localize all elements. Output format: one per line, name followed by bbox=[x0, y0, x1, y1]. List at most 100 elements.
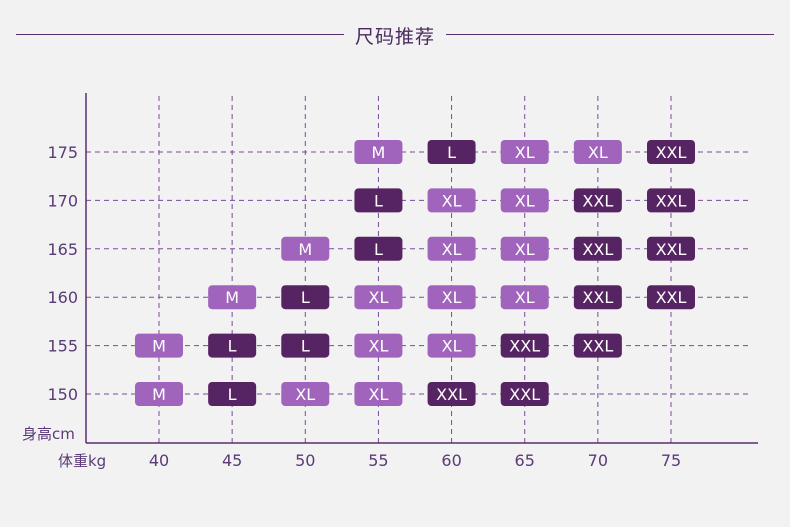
y-tick-label: 170 bbox=[47, 191, 78, 210]
size-cell-label: XL bbox=[295, 385, 315, 404]
size-cell-label: XL bbox=[515, 240, 535, 259]
size-cell: XL bbox=[427, 188, 476, 213]
size-cell: L bbox=[281, 285, 330, 310]
size-cell-label: M bbox=[298, 240, 312, 259]
size-cell-label: XXL bbox=[509, 337, 540, 356]
tick-labels: 40 45 50 55 60 65 70 75 175 170 165 160 155 150 bbox=[47, 143, 681, 470]
size-cell: XXL bbox=[500, 333, 549, 358]
size-cell-badge bbox=[573, 285, 622, 310]
size-cell: XL bbox=[427, 236, 476, 261]
size-cell: XL bbox=[427, 333, 476, 358]
size-cell-badge bbox=[573, 236, 622, 261]
size-cell-badge bbox=[208, 333, 257, 358]
size-cell: XL bbox=[500, 140, 549, 164]
x-axis-title: 体重kg bbox=[58, 452, 106, 470]
size-cell-badge bbox=[573, 140, 622, 164]
x-tick-label: 40 bbox=[149, 451, 169, 470]
size-cell-label: M bbox=[152, 385, 166, 404]
size-cell-badge bbox=[500, 140, 549, 164]
size-cell: L bbox=[208, 333, 257, 358]
size-cell-label: M bbox=[225, 288, 239, 307]
size-cell-badge bbox=[281, 382, 330, 406]
size-cell: XXL bbox=[573, 285, 622, 310]
header-divider-left bbox=[16, 34, 344, 35]
size-cell: XXL bbox=[573, 236, 622, 261]
size-cell: XL bbox=[573, 140, 622, 164]
size-cell-badge bbox=[427, 382, 476, 406]
size-cell-label: L bbox=[228, 337, 237, 356]
chart-title: 尺码推荐 bbox=[354, 26, 435, 48]
size-cell: XL bbox=[500, 236, 549, 261]
size-cell-badge bbox=[208, 285, 257, 310]
size-cell: XXL bbox=[427, 382, 476, 406]
x-tick-label: 65 bbox=[515, 451, 535, 470]
size-cell-badge bbox=[427, 236, 476, 261]
x-tick-label: 45 bbox=[222, 451, 242, 470]
size-cell: M bbox=[135, 382, 183, 406]
size-cell-label: XL bbox=[368, 288, 388, 307]
size-cell: XL bbox=[281, 382, 330, 406]
chart-header: 尺码推荐 bbox=[0, 18, 790, 54]
size-cell-label: XL bbox=[515, 288, 535, 307]
size-cell-badge bbox=[354, 236, 403, 261]
size-cell-badge bbox=[135, 333, 183, 358]
size-cell-badge bbox=[354, 188, 403, 213]
size-cell-badge bbox=[354, 333, 403, 358]
size-cell-label: L bbox=[374, 240, 383, 259]
size-cell: XXL bbox=[647, 285, 695, 310]
size-cell-badge bbox=[427, 140, 476, 164]
size-cell-label: XXL bbox=[656, 143, 687, 162]
size-cell-label: XL bbox=[442, 288, 462, 307]
x-tick-label: 75 bbox=[661, 451, 681, 470]
size-cell-badge bbox=[573, 188, 622, 213]
size-cell: XXL bbox=[647, 140, 695, 164]
size-cell-badge bbox=[354, 285, 403, 310]
y-axis-title: 身高cm bbox=[22, 425, 75, 443]
size-cell: XXL bbox=[500, 382, 549, 406]
size-cell-label: XL bbox=[368, 385, 388, 404]
y-tick-label: 165 bbox=[47, 240, 78, 259]
size-cell-label: L bbox=[301, 288, 310, 307]
size-cell-label: XL bbox=[442, 240, 462, 259]
size-cell-label: XXL bbox=[582, 191, 613, 210]
size-cell-badge bbox=[500, 285, 549, 310]
size-cells: M L XL XL XXL L XL XL XXL XXL M L XL XL XXL XXL M L XL XL XL… bbox=[135, 140, 695, 406]
size-cell-badge bbox=[427, 285, 476, 310]
size-cell-label: M bbox=[152, 337, 166, 356]
size-cell: L bbox=[208, 382, 257, 406]
size-cell: L bbox=[281, 333, 330, 358]
axes bbox=[85, 93, 758, 444]
size-cell-label: XXL bbox=[582, 288, 613, 307]
size-cell-label: XL bbox=[442, 191, 462, 210]
y-tick-label: 160 bbox=[47, 288, 78, 307]
x-tick-label: 60 bbox=[441, 451, 461, 470]
size-cell-label: XXL bbox=[582, 240, 613, 259]
size-cell: XL bbox=[500, 188, 549, 213]
size-cell: M bbox=[208, 285, 257, 310]
y-tick-label: 155 bbox=[47, 337, 78, 356]
size-cell-badge bbox=[500, 333, 549, 358]
size-cell: M bbox=[281, 236, 330, 261]
y-tick-label: 175 bbox=[47, 143, 78, 162]
size-cell-label: L bbox=[447, 143, 456, 162]
size-cell-badge bbox=[354, 382, 403, 406]
size-cell-badge bbox=[500, 236, 549, 261]
size-cell: XL bbox=[427, 285, 476, 310]
size-cell-label: XXL bbox=[582, 337, 613, 356]
size-cell-badge bbox=[500, 382, 549, 406]
size-cell-badge bbox=[281, 333, 330, 358]
size-cell-badge bbox=[647, 285, 695, 310]
size-cell-label: XL bbox=[442, 337, 462, 356]
size-cell: L bbox=[354, 236, 403, 261]
size-cell: XXL bbox=[647, 236, 695, 261]
size-cell-badge bbox=[427, 188, 476, 213]
size-cell-label: XXL bbox=[656, 288, 687, 307]
size-cell-badge bbox=[281, 285, 330, 310]
size-cell-label: M bbox=[372, 143, 386, 162]
size-cell-badge bbox=[354, 140, 403, 164]
size-cell-badge bbox=[208, 382, 257, 406]
x-tick-label: 55 bbox=[368, 451, 388, 470]
size-cell-badge bbox=[647, 140, 695, 164]
header-divider-right bbox=[446, 34, 774, 35]
size-cell-label: L bbox=[301, 337, 310, 356]
